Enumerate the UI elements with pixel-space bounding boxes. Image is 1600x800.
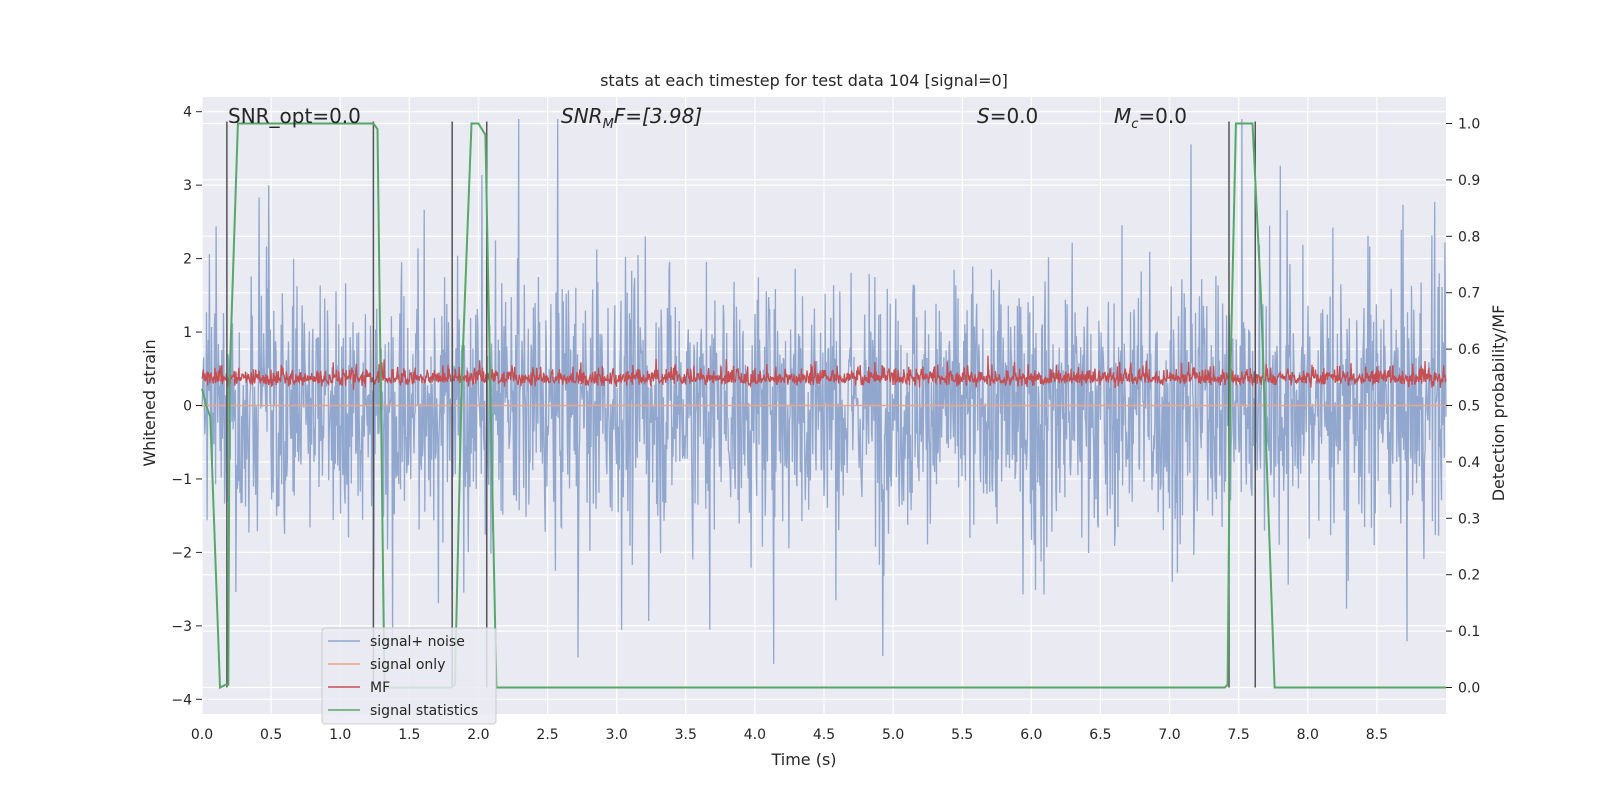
y-tick-label: −3 [171,619,192,635]
signal-noise-line [201,118,1447,664]
x-tick-label: 3.5 [675,727,697,743]
x-tick-label: 7.0 [1158,727,1180,743]
signal-statistics-line [201,122,1446,690]
y2-tick-label: 0.3 [1458,511,1480,527]
x-tick-label: 5.5 [951,727,973,743]
legend-box [321,627,497,725]
series-signal-noise [201,118,1447,664]
legend-label-signal-noise: signal+ noise [370,634,465,650]
x-tick-label: 5.0 [882,727,904,743]
mf-line [201,355,1447,390]
annotation-mc: Mc=0.0 [1114,104,1187,132]
x-tick-label: 2.5 [536,727,558,743]
x-tick-label: 0.0 [191,727,213,743]
x-tick-label: 3.0 [606,727,628,743]
legend-label-signal-only: signal only [370,657,445,673]
x-tick-label: 1.5 [398,727,420,743]
y2-tick-label: 1.0 [1458,117,1480,133]
series-signal-statistics [201,122,1446,690]
y2-tick-label: 0.2 [1458,568,1480,584]
x-tick-label: 0.5 [260,727,282,743]
legend-label-signal-statistics: signal statistics [370,703,478,719]
y-tick-label: −2 [171,545,192,561]
x-tick-label: 4.0 [744,727,766,743]
x-tick-label: 1.0 [329,727,351,743]
y2-tick-label: 0.7 [1458,286,1480,302]
axis-ticks: 0.0 0.5 1.0 1.5 2.0 2.5 3.0 3.5 4.0 4.5 5.0 5.5 6.0 6… [171,105,1480,743]
y2-tick-label: 0.5 [1458,399,1480,415]
annotation-s: S=0.0 [977,104,1038,128]
y-tick-label: 4 [183,105,192,121]
y2-tick-label: 0.9 [1458,173,1480,189]
y2-tick-label: 0.4 [1458,455,1480,471]
y-tick-label: 3 [183,178,192,194]
y-tick-label: −1 [171,472,192,488]
y2-tick-label: 0.1 [1458,624,1480,640]
x-tick-label: 7.5 [1228,727,1250,743]
y-tick-label: −4 [171,692,192,708]
y-axis-title: Whitened strain [140,339,159,466]
y2-tick-label: 0.6 [1458,342,1480,358]
x-tick-label: 6.0 [1020,727,1042,743]
annotation-snr-opt: SNR_opt=0.0 [228,104,361,128]
x-tick-label: 8.5 [1366,727,1388,743]
y-tick-label: 0 [183,399,192,415]
annotation-snr-mf: SNRMF=[3.98] [561,104,702,132]
y2-tick-label: 0.0 [1458,680,1480,696]
series-mf [201,355,1447,390]
marker-vlines [226,121,1257,688]
legend-label-mf: MF [370,680,390,696]
y2-axis-title: Detection probability/MF [1489,305,1508,502]
x-tick-label: 8.0 [1297,727,1319,743]
x-tick-label: 4.5 [813,727,835,743]
y-tick-label: 1 [183,325,192,341]
x-tick-label: 6.5 [1089,727,1111,743]
y2-tick-label: 0.8 [1458,229,1480,245]
chart-title: stats at each timestep for test data 104… [600,71,1008,90]
y-tick-label: 2 [183,252,192,268]
x-axis-title: Time (s) [770,750,836,769]
x-tick-label: 2.0 [467,727,489,743]
legend: signal+ noise signal only MF signal stat… [321,627,497,725]
